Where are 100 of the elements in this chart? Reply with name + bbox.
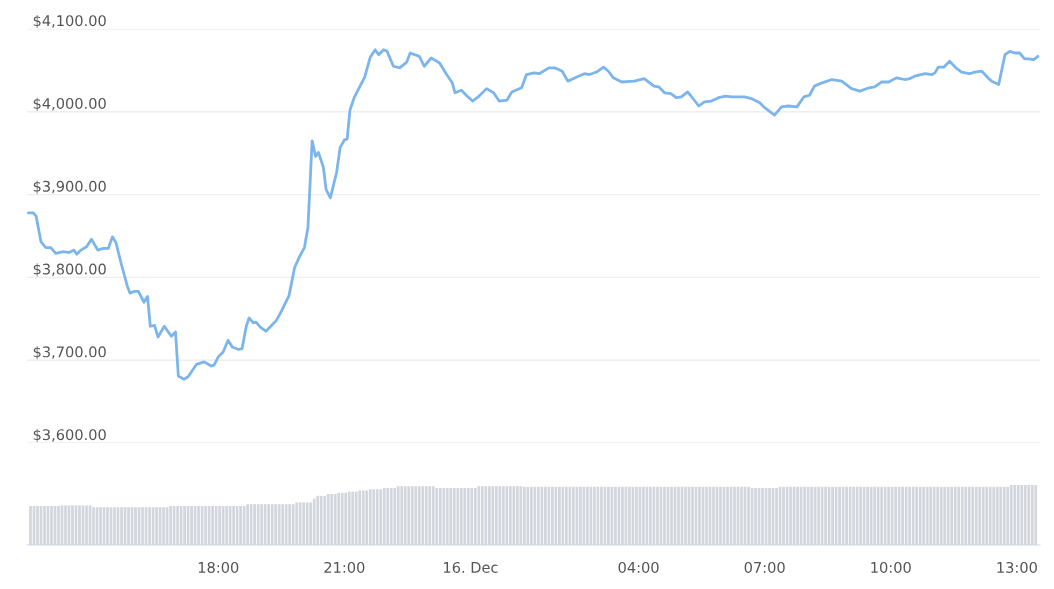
bar [358, 490, 362, 545]
bar [565, 486, 568, 545]
bar [838, 486, 841, 545]
bar [263, 504, 267, 545]
bar [950, 486, 954, 545]
y-tick-label: $3,800.00 [33, 263, 106, 277]
bar [319, 495, 323, 545]
bar [1023, 485, 1027, 545]
bar [452, 488, 456, 545]
bar [1034, 485, 1038, 545]
bar [260, 504, 264, 545]
bar [197, 506, 200, 545]
bar [284, 504, 288, 545]
bar [873, 486, 876, 545]
bar [960, 486, 964, 545]
bar [530, 486, 533, 545]
bar [407, 486, 411, 545]
bar [1016, 485, 1020, 545]
bar [403, 486, 407, 545]
bar [351, 491, 355, 545]
bar [312, 498, 316, 545]
bar [915, 486, 919, 545]
y-tick-label: $3,700.00 [33, 346, 106, 360]
x-tick-label: 16. Dec [444, 561, 498, 573]
bar [417, 486, 421, 545]
bar [918, 486, 922, 545]
bar [291, 504, 295, 545]
bar [242, 506, 246, 545]
bar [897, 486, 901, 545]
bar [1020, 485, 1024, 545]
bar [354, 491, 358, 545]
bar [890, 486, 894, 545]
bar [246, 504, 250, 545]
x-tick-label: 10:00 [871, 561, 911, 573]
bar [424, 486, 428, 545]
bar [445, 488, 449, 545]
bar [519, 486, 523, 545]
y-tick-label: $3,900.00 [33, 180, 106, 194]
bar [218, 506, 221, 545]
bar [957, 486, 961, 545]
bar [859, 486, 862, 545]
bar [515, 486, 519, 545]
bar [382, 488, 386, 545]
bar [551, 486, 554, 545]
bar [600, 486, 603, 545]
bar [988, 486, 992, 545]
bar [943, 486, 947, 545]
y-tick-label: $3,600.00 [33, 428, 106, 443]
bar [459, 488, 463, 545]
bar [176, 506, 179, 545]
bar [326, 494, 330, 545]
bar [29, 506, 32, 545]
bar [508, 486, 512, 545]
x-tick-label: 07:00 [744, 561, 785, 573]
bar [824, 486, 827, 545]
bar [449, 488, 453, 545]
bar [866, 486, 869, 545]
bar [204, 506, 207, 545]
bar [361, 490, 365, 545]
bar [831, 486, 834, 545]
bar [512, 486, 516, 545]
bar [480, 486, 484, 545]
bar [505, 486, 509, 545]
bar [386, 488, 390, 545]
y-tick-label: $4,000.00 [33, 97, 106, 111]
bar [936, 486, 940, 545]
x-tick-label: 18:00 [198, 561, 239, 573]
bar [995, 486, 999, 545]
bar [978, 486, 982, 545]
bar [239, 506, 242, 545]
bar [894, 486, 898, 545]
bar [396, 486, 400, 545]
bar [932, 486, 936, 545]
bar [964, 486, 968, 545]
bar [375, 489, 379, 545]
bar [211, 506, 214, 545]
bar [876, 486, 880, 545]
bar [393, 488, 397, 545]
bar [1027, 485, 1031, 545]
bar [463, 488, 467, 545]
bar [305, 502, 309, 545]
bar [456, 488, 460, 545]
bar [484, 486, 488, 545]
bar [586, 486, 589, 545]
bar [1006, 486, 1010, 545]
bar [183, 506, 186, 545]
bar [852, 486, 855, 545]
bar [803, 486, 806, 545]
bar [887, 486, 891, 545]
bar [431, 486, 435, 545]
bar [974, 486, 978, 545]
bar [901, 486, 905, 545]
bar [911, 486, 915, 545]
bar [344, 492, 348, 545]
bar [522, 486, 526, 545]
bar [477, 486, 481, 545]
bar [466, 488, 470, 545]
bar [295, 502, 299, 545]
bar [428, 486, 432, 545]
bar [400, 486, 404, 545]
